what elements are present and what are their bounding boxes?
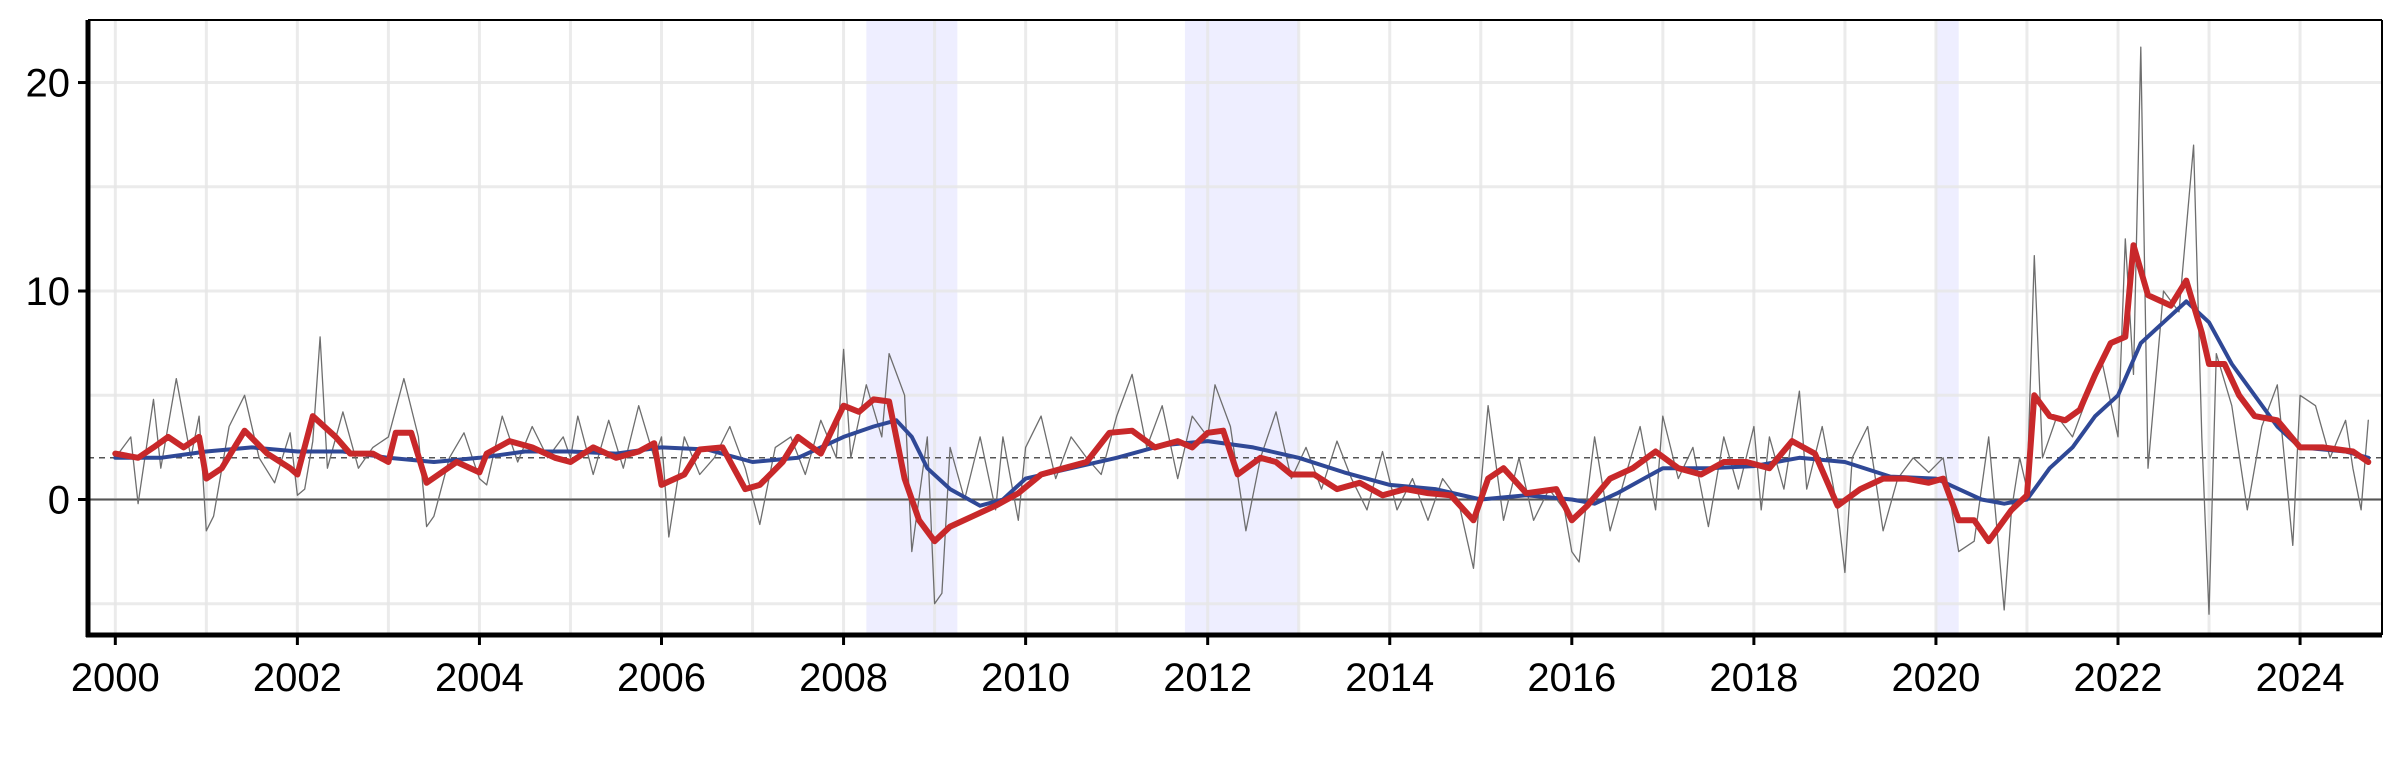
y-tick-label: 0 [48,478,70,522]
series-group [112,46,2372,615]
y-tick-label: 10 [26,270,71,314]
x-tick-label: 2008 [799,656,888,700]
series-line-trend [113,299,2371,508]
x-tick-label: 2006 [617,656,706,700]
x-tick-label: 2020 [1891,656,1980,700]
shaded-period-2 [1935,20,1959,635]
y-axis-ticks: 0 10 20 [26,62,88,522]
x-tick-label: 2014 [1345,656,1434,700]
axes [85,19,2383,638]
y-tick-label: 20 [26,62,71,106]
x-tick-label: 2010 [981,656,1070,700]
grid-lines [88,20,2382,635]
x-tick-label: 2024 [2256,656,2345,700]
shaded-period-1 [1184,20,1299,635]
x-tick-label: 2018 [1709,656,1798,700]
x-tick-label: 2016 [1527,656,1616,700]
x-tick-label: 2012 [1163,656,1252,700]
x-tick-label: 2002 [253,656,342,700]
series-line-smoothed [112,242,2372,545]
x-axis-ticks: 2000 2002 2004 2006 2008 2010 2012 2014 2016 2018… [71,635,2345,700]
x-tick-label: 2000 [71,656,160,700]
x-tick-label: 2004 [435,656,524,700]
x-tick-label: 2022 [2074,656,2163,700]
